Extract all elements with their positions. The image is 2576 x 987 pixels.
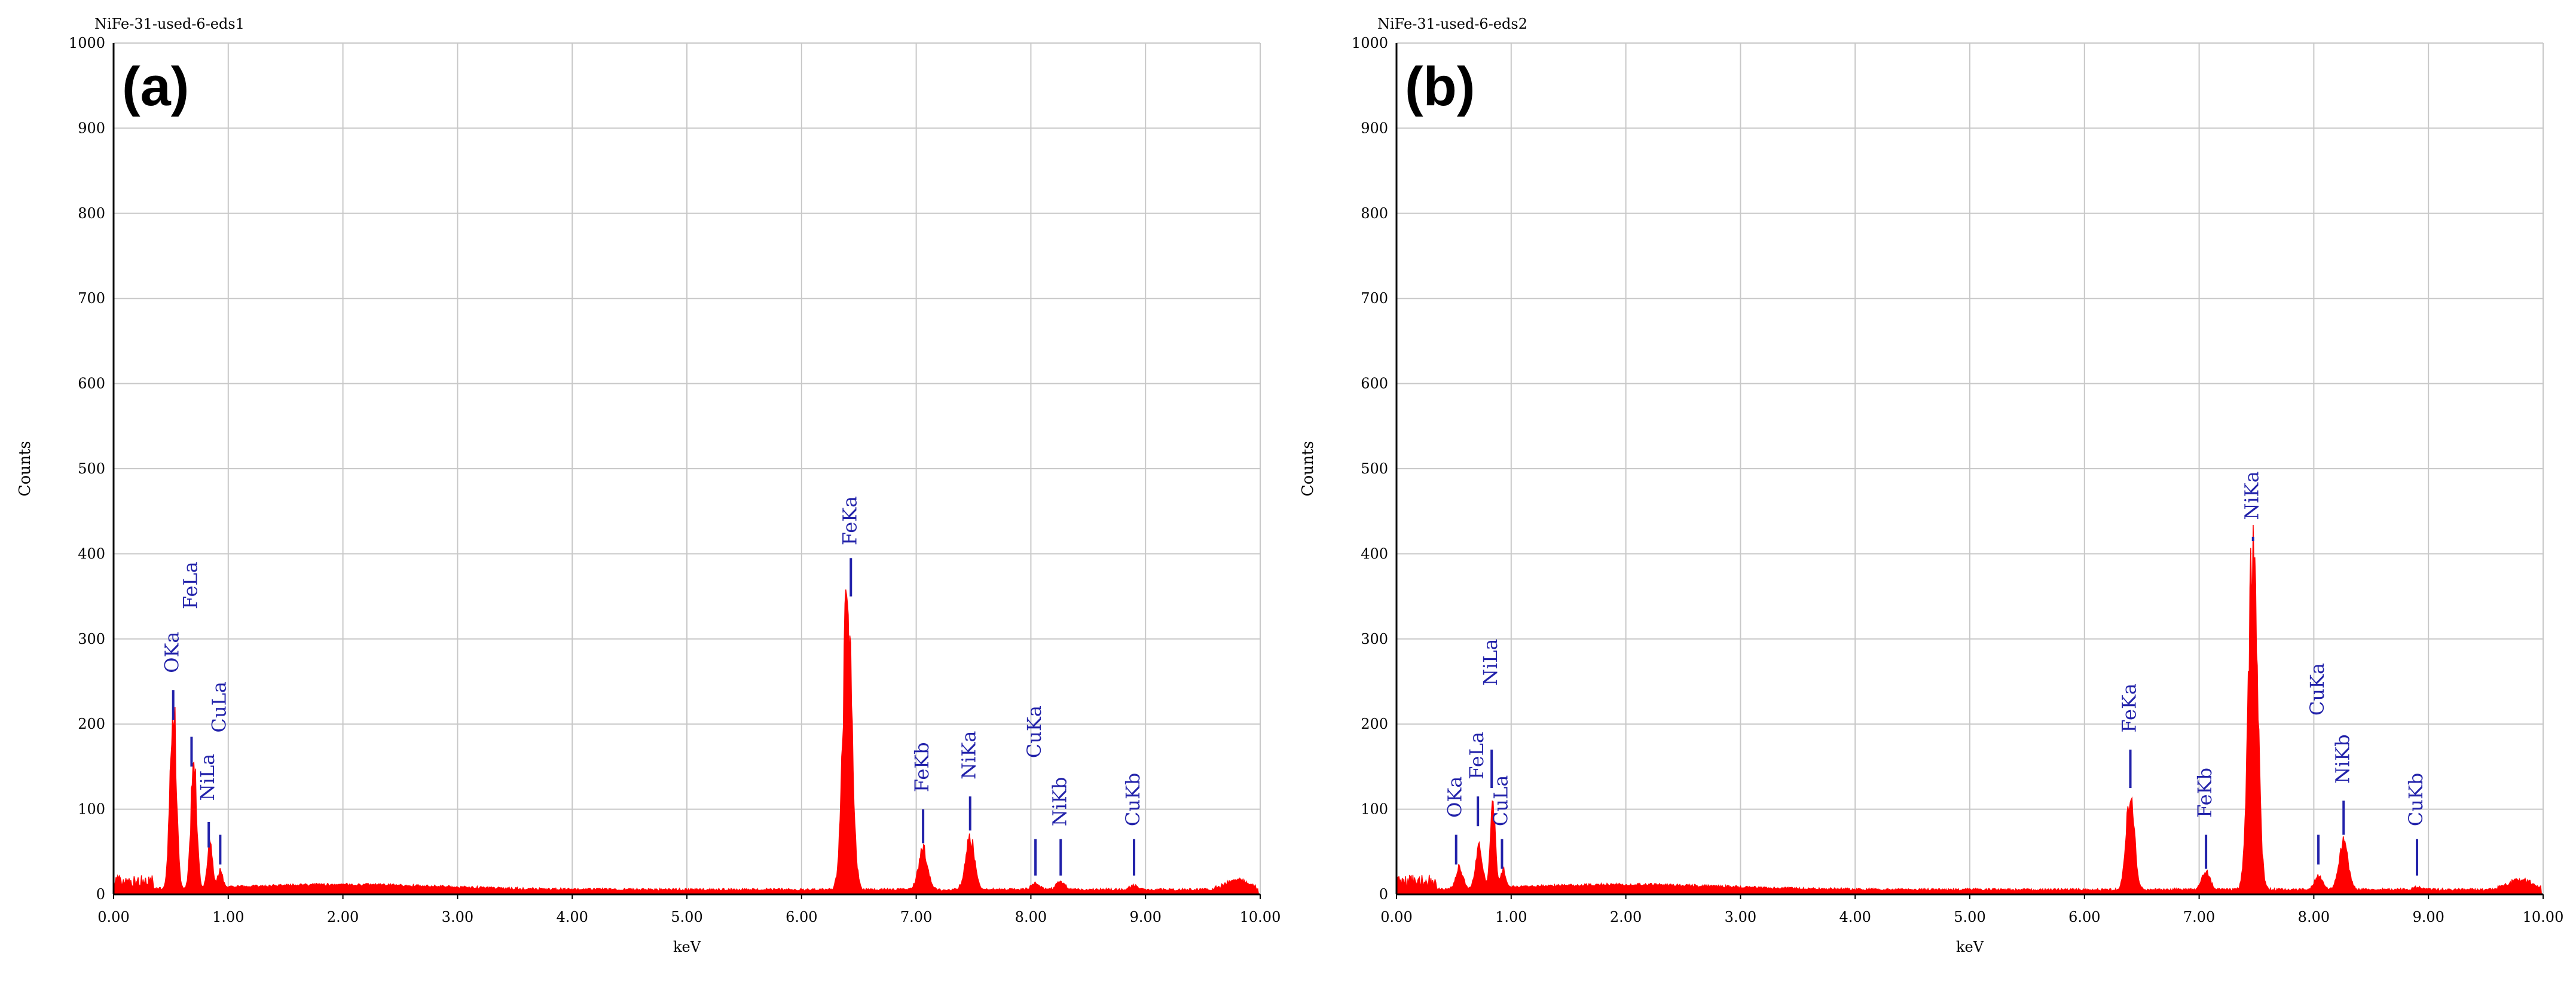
x-tick-label: 10.00 bbox=[2523, 909, 2564, 925]
x-tick-label: 3.00 bbox=[1725, 909, 1756, 925]
x-tick-label: 1.00 bbox=[212, 909, 244, 925]
x-tick-label: 4.00 bbox=[1839, 909, 1871, 925]
x-tick-label: 7.00 bbox=[2183, 909, 2215, 925]
x-tick-label: 2.00 bbox=[1610, 909, 1642, 925]
peak-label-cula: CuLa bbox=[1489, 775, 1512, 826]
peak-label-feka: FeKa bbox=[2118, 683, 2141, 732]
y-axis-label: Counts bbox=[16, 441, 34, 497]
y-tick-label: 100 bbox=[78, 801, 105, 818]
x-tick-label: 8.00 bbox=[1015, 909, 1047, 925]
panel-label: (a) bbox=[122, 56, 189, 117]
x-tick-label: 7.00 bbox=[900, 909, 932, 925]
x-tick-label: 0.00 bbox=[1380, 909, 1412, 925]
peak-label-fela: FeLa bbox=[179, 561, 201, 609]
x-tick-label: 9.00 bbox=[2412, 909, 2444, 925]
x-tick-label: 5.00 bbox=[1954, 909, 1985, 925]
peak-label-fekb: FeKb bbox=[910, 742, 933, 792]
x-tick-label: 3.00 bbox=[442, 909, 473, 925]
peak-label-cula: CuLa bbox=[207, 682, 230, 732]
y-tick-label: 400 bbox=[78, 545, 105, 562]
peak-label-cukb: CuKb bbox=[2404, 773, 2427, 826]
peak-label-cukb: CuKb bbox=[1122, 773, 1144, 826]
peak-label-nila: NiLa bbox=[1479, 639, 1502, 686]
y-tick-label: 700 bbox=[78, 290, 105, 307]
y-tick-label: 500 bbox=[1361, 460, 1388, 477]
y-tick-label: 100 bbox=[1361, 801, 1388, 818]
y-tick-label: 800 bbox=[1361, 205, 1388, 222]
x-tick-label: 2.00 bbox=[327, 909, 359, 925]
y-tick-label: 1000 bbox=[1352, 35, 1388, 51]
x-axis-label: keV bbox=[673, 939, 701, 955]
file-title: NiFe-31-used-6-eds1 bbox=[94, 16, 245, 32]
peak-label-fekb: FeKb bbox=[2193, 768, 2216, 818]
x-tick-label: 8.00 bbox=[2298, 909, 2330, 925]
x-tick-label: 4.00 bbox=[556, 909, 588, 925]
y-tick-label: 0 bbox=[1379, 886, 1388, 903]
y-tick-label: 900 bbox=[78, 120, 105, 136]
y-tick-label: 400 bbox=[1361, 545, 1388, 562]
peak-label-fela: FeLa bbox=[1465, 732, 1488, 780]
x-tick-label: 5.00 bbox=[671, 909, 702, 925]
x-tick-label: 6.00 bbox=[2068, 909, 2100, 925]
y-tick-label: 900 bbox=[1361, 120, 1388, 136]
x-tick-label: 1.00 bbox=[1495, 909, 1527, 925]
peak-label-nika: NiKa bbox=[2241, 471, 2263, 520]
x-tick-label: 0.00 bbox=[97, 909, 129, 925]
peak-label-nikb: NiKb bbox=[2331, 734, 2354, 784]
spectrum-area bbox=[113, 589, 1260, 895]
chart-panel-a: NiFe-31-used-6-eds1 0 100 200 300 400 500 600 70… bbox=[16, 16, 1281, 955]
y-tick-label: 700 bbox=[1361, 290, 1388, 307]
y-tick-label: 500 bbox=[78, 460, 105, 477]
y-tick-label: 0 bbox=[96, 886, 105, 903]
y-axis-label: Counts bbox=[1299, 441, 1317, 497]
y-tick-label: 600 bbox=[78, 375, 105, 392]
peak-label-oka: OKa bbox=[1444, 777, 1466, 818]
y-tick-label: 300 bbox=[78, 631, 105, 647]
y-tick-label: 200 bbox=[1361, 716, 1388, 732]
y-tick-label: 800 bbox=[78, 205, 105, 222]
x-tick-label: 6.00 bbox=[786, 909, 817, 925]
peak-label-nila: NiLa bbox=[196, 754, 219, 801]
chart-panel-b: NiFe-31-used-6-eds2 0 100 200 300 400 500 600 70… bbox=[1299, 16, 2563, 955]
y-tick-label: 600 bbox=[1361, 375, 1388, 392]
peak-label-cuka: CuKa bbox=[2306, 663, 2329, 716]
y-tick-label: 1000 bbox=[69, 35, 105, 51]
x-axis-label: keV bbox=[1956, 939, 1984, 955]
panel-label: (b) bbox=[1405, 56, 1475, 117]
peak-label-feka: FeKa bbox=[838, 496, 861, 545]
x-tick-label: 9.00 bbox=[1129, 909, 1161, 925]
peak-label-oka: OKa bbox=[161, 632, 184, 673]
peak-label-cuka: CuKa bbox=[1023, 705, 1046, 758]
peak-label-nikb: NiKb bbox=[1048, 777, 1071, 826]
spectrum-area bbox=[1396, 524, 2543, 895]
peak-label-nika: NiKa bbox=[958, 731, 980, 780]
x-tick-label: 10.00 bbox=[1240, 909, 1281, 925]
y-tick-label: 200 bbox=[78, 716, 105, 732]
file-title: NiFe-31-used-6-eds2 bbox=[1377, 16, 1527, 32]
y-tick-label: 300 bbox=[1361, 631, 1388, 647]
